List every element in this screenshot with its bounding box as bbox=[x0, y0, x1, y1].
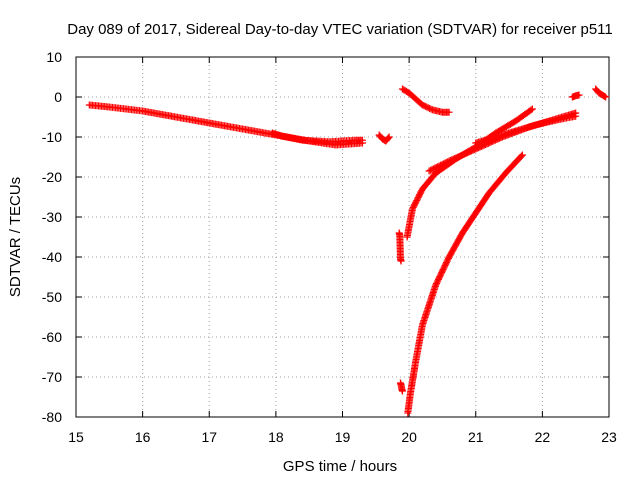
data-point bbox=[398, 387, 406, 395]
x-tick-label: 17 bbox=[201, 429, 217, 445]
x-tick-label: 18 bbox=[268, 429, 284, 445]
series-arc-4 bbox=[398, 85, 453, 116]
data-point bbox=[397, 257, 405, 265]
data-point bbox=[602, 93, 610, 101]
x-tick-label: 20 bbox=[401, 429, 417, 445]
series-arc-7 bbox=[472, 112, 580, 147]
y-axis: 10 0 -10 -20 -30 -40 -50 -60 -70 -80 bbox=[42, 49, 609, 425]
data-point bbox=[445, 108, 453, 116]
data-point bbox=[572, 112, 580, 120]
series-arc-3 bbox=[375, 131, 393, 145]
x-tick-label: 21 bbox=[468, 429, 484, 445]
y-tick-label: -30 bbox=[42, 209, 62, 225]
data-point bbox=[517, 152, 525, 160]
chart-title: Day 089 of 2017, Sidereal Day-to-day VTE… bbox=[67, 21, 613, 38]
y-tick-label: -80 bbox=[42, 409, 62, 425]
x-tick-label: 19 bbox=[335, 429, 351, 445]
y-tick-label: -70 bbox=[42, 369, 62, 385]
x-tick-label: 15 bbox=[68, 429, 84, 445]
data-point bbox=[384, 134, 392, 142]
series-arc-12 bbox=[592, 85, 610, 101]
x-tick-label: 23 bbox=[601, 429, 617, 445]
data-point bbox=[528, 105, 536, 113]
series-arc-2 bbox=[269, 129, 366, 146]
y-axis-title: SDTVAR / TECUs bbox=[7, 177, 24, 297]
x-axis-title: GPS time / hours bbox=[283, 458, 397, 475]
series-arc-10 bbox=[396, 379, 406, 395]
series-arc-11 bbox=[568, 91, 583, 101]
data-point bbox=[527, 106, 535, 114]
series-arc-9 bbox=[395, 229, 405, 265]
y-tick-label: -10 bbox=[42, 129, 62, 145]
data-point bbox=[358, 136, 366, 144]
data-marks bbox=[85, 85, 610, 417]
y-tick-label: -40 bbox=[42, 249, 62, 265]
x-tick-label: 16 bbox=[135, 429, 151, 445]
series-arc-8 bbox=[404, 151, 526, 417]
data-point bbox=[518, 151, 526, 159]
x-tick-label: 22 bbox=[535, 429, 551, 445]
y-tick-label: 10 bbox=[46, 49, 62, 65]
y-tick-label: -60 bbox=[42, 329, 62, 345]
y-tick-label: -20 bbox=[42, 169, 62, 185]
y-tick-label: -50 bbox=[42, 289, 62, 305]
x-axis: 15 16 17 18 19 20 21 22 23 bbox=[68, 57, 617, 445]
y-tick-label: 0 bbox=[54, 89, 62, 105]
data-point bbox=[601, 92, 609, 100]
data-point bbox=[385, 133, 393, 141]
data-point bbox=[575, 91, 583, 99]
